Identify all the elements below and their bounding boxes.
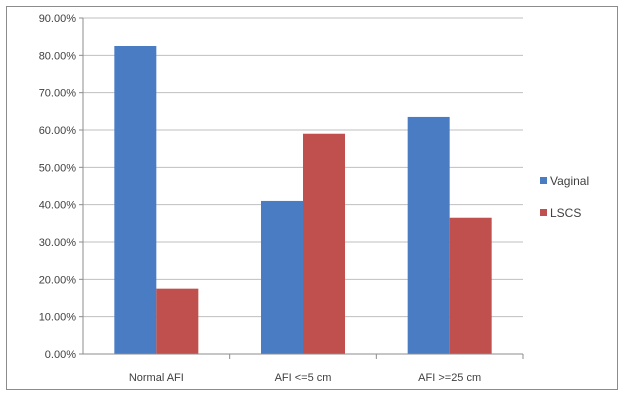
y-tick-label: 10.00% xyxy=(39,312,77,324)
legend-label-lscs: LSCS xyxy=(550,206,581,220)
bar-lscs xyxy=(156,288,199,354)
y-tick-label: 30.00% xyxy=(39,237,77,249)
y-tick-label: 0.00% xyxy=(45,349,76,361)
y-tick-label: 40.00% xyxy=(39,200,77,212)
bar-vaginal xyxy=(407,116,450,354)
y-tick-label: 50.00% xyxy=(39,162,77,174)
y-tick-label: 60.00% xyxy=(39,125,77,137)
bars xyxy=(114,46,492,354)
x-category-label: Normal AFI xyxy=(129,372,184,384)
bar-vaginal xyxy=(114,46,157,354)
bar-lscs xyxy=(303,133,345,354)
x-category-label: AFI <=5 cm xyxy=(275,372,332,384)
bar-vaginal xyxy=(261,200,303,354)
legend: Vaginal LSCS xyxy=(540,174,589,220)
y-axis-ticks: 0.00% 10.00% 20.00% 30.00% 40.00% 50.00% 60.00… xyxy=(39,13,83,361)
y-tick-label: 20.00% xyxy=(39,274,77,286)
x-category-label: AFI >=25 cm xyxy=(418,372,481,384)
y-tick-label: 90.00% xyxy=(39,13,77,25)
bar-lscs xyxy=(449,217,492,354)
legend-swatch-lscs xyxy=(540,209,547,216)
y-tick-label: 70.00% xyxy=(39,88,77,100)
x-axis-categories: Normal AFI AFI <=5 cm AFI >=25 cm xyxy=(129,354,524,384)
legend-swatch-vaginal xyxy=(540,177,547,184)
y-tick-label: 80.00% xyxy=(39,50,77,62)
legend-label-vaginal: Vaginal xyxy=(550,174,589,188)
